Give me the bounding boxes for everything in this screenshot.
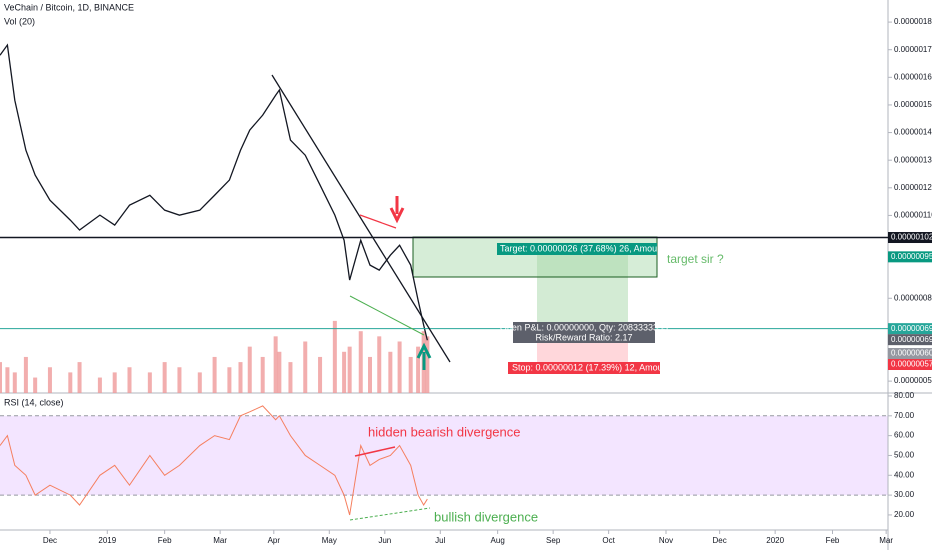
rsi-tick-label: 60.00 — [894, 431, 915, 440]
volume-bar — [238, 362, 243, 393]
volume-bar — [425, 336, 430, 393]
volume-bar — [332, 320, 337, 393]
volume-bar — [388, 351, 393, 393]
volume-bar — [68, 372, 73, 393]
volume-bar — [368, 356, 372, 393]
rsi-tick-label: 50.00 — [894, 451, 915, 460]
rsi-tick-label: 30.00 — [894, 490, 915, 499]
rsi-title: RSI (14, close) — [4, 397, 64, 407]
volume-bar — [5, 367, 10, 393]
x-tick-label: Apr — [268, 536, 281, 545]
volume-bar — [260, 356, 265, 393]
rr-label: Risk/Reward Ratio: 2.17 — [535, 332, 632, 342]
price-tag — [888, 334, 932, 346]
x-tick-label: May — [322, 536, 337, 545]
x-tick-label: 2020 — [766, 536, 784, 545]
volume-bar — [227, 367, 232, 393]
y-tick-label: 0.00000050 — [894, 376, 932, 385]
x-tick-label: Oct — [602, 536, 615, 545]
bullish-note: bullish divergence — [434, 509, 538, 524]
volume-bar — [277, 351, 282, 393]
y-tick-label: 0.00000110 — [894, 211, 932, 220]
volume-bar — [177, 367, 182, 393]
volume-bar — [23, 356, 28, 393]
x-tick-label: Sep — [546, 536, 561, 545]
volume-bar — [247, 346, 252, 393]
volume-bar — [318, 356, 323, 393]
bearish-note: hidden bearish divergence — [368, 424, 521, 439]
x-tick-label: Aug — [491, 536, 505, 545]
rsi-tick-label: 40.00 — [894, 470, 915, 479]
target-label: Target: 0.00000026 (37.68%) 26, Amount: … — [500, 243, 702, 253]
volume-bar — [212, 356, 217, 393]
x-tick-label: Mar — [879, 536, 893, 545]
volume-bar — [77, 362, 82, 393]
target-note: target sir ? — [667, 252, 724, 266]
x-tick-label: Mar — [213, 536, 227, 545]
volume-bar — [397, 341, 402, 393]
price-tag — [888, 232, 932, 244]
price-tag — [888, 348, 932, 360]
volume-bar — [97, 377, 102, 393]
x-tick-label: 2019 — [98, 536, 116, 545]
price-tag-label: 0.00000057 — [891, 360, 932, 369]
volume-bar — [377, 336, 382, 393]
rsi-band — [0, 415, 888, 496]
price-tag-label: 0.00000095 — [891, 252, 932, 261]
volume-bar — [162, 362, 167, 393]
volume-bar — [342, 351, 347, 393]
volume-bar — [0, 362, 2, 393]
symbol-title: VeChain / Bitcoin, 1D, BINANCE — [4, 2, 134, 12]
volume-bar — [33, 377, 38, 393]
x-tick-label: Feb — [158, 536, 172, 545]
volume-bar — [47, 367, 52, 393]
price-tag — [888, 359, 932, 371]
volume-bar — [288, 362, 293, 393]
volume-bar — [358, 331, 363, 393]
volume-bar — [347, 346, 352, 393]
volume-bar — [303, 341, 308, 393]
rsi-line — [0, 405, 428, 516]
price-tag-label: 0.00000060 — [891, 349, 932, 358]
x-tick-label: Dec — [43, 536, 57, 545]
x-tick-label: Jun — [378, 536, 391, 545]
volume-bar — [127, 367, 132, 393]
x-tick-label: Jul — [435, 536, 445, 545]
volume-bar — [112, 372, 117, 393]
rsi-tick-label: 80.00 — [894, 391, 915, 400]
x-tick-label: Nov — [659, 536, 673, 545]
x-tick-label: Feb — [826, 536, 840, 545]
x-tick-label: Dec — [713, 536, 727, 545]
volume-bar — [147, 372, 152, 393]
volume-bar — [197, 372, 202, 393]
price-tag-label: 0.00000069 — [891, 335, 932, 344]
pnl-label: Open P&L: 0.00000000, Qty: 2083333333 — [500, 322, 668, 332]
volume-bar — [273, 336, 278, 393]
volume-bar — [408, 356, 413, 393]
volume-bar — [12, 372, 17, 393]
volume-title: Vol (20) — [4, 16, 35, 26]
price-tag-label: 0.00000102 — [891, 233, 932, 242]
price-line — [0, 43, 428, 341]
rsi-tick-label: 70.00 — [894, 411, 915, 420]
drawings — [271, 74, 660, 521]
stop-label: Stop: 0.00000012 (17.39%) 12, Amount: 75… — [512, 362, 690, 372]
series-layer — [0, 43, 888, 516]
price-tag — [888, 251, 932, 263]
volume-bar — [416, 346, 421, 393]
price-tag — [888, 323, 932, 335]
rsi-tick-label: 20.00 — [894, 510, 915, 519]
price-tag-label: 0.00000069 — [891, 324, 932, 333]
